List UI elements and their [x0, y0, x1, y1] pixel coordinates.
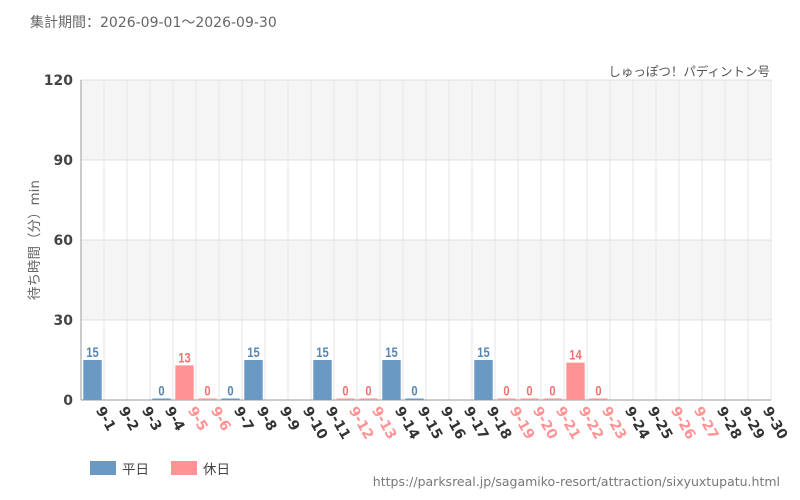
data-label-9-13: 0 [365, 383, 371, 398]
x-tick-label-9-9: 9-9 [276, 404, 303, 434]
data-label-9-22: 14 [569, 348, 581, 363]
y-tick-label: 30 [54, 313, 74, 329]
attraction-name: しゅっぽつ！パディントン号 [608, 64, 770, 79]
x-tick-label-9-1: 9-1 [92, 404, 119, 434]
y-tick-label: 0 [63, 393, 73, 409]
y-tick-label: 120 [44, 73, 73, 89]
data-label-9-18: 15 [477, 345, 489, 360]
data-label-9-23: 0 [595, 383, 601, 398]
data-label-9-19: 0 [503, 383, 509, 398]
x-tick-label-9-2: 9-2 [115, 404, 142, 434]
y-tick-label: 90 [54, 153, 74, 169]
bar-9-8 [244, 360, 263, 400]
bar-9-1 [83, 360, 102, 400]
data-label-9-8: 15 [247, 345, 259, 360]
data-label-9-7: 0 [227, 383, 233, 398]
legend-label-weekday: 平日 [122, 462, 149, 478]
period-label: 集計期間：2026-09-01～2026-09-30 [30, 15, 277, 31]
bar-9-12 [336, 398, 355, 400]
bar-9-4 [152, 398, 171, 400]
legend-item-holiday[interactable]: 休日 [171, 458, 230, 478]
bar-9-11 [313, 360, 332, 400]
data-label-9-11: 15 [316, 345, 328, 360]
bar-9-22 [566, 362, 585, 400]
x-tick-label-9-5: 9-5 [184, 404, 211, 434]
bar-9-13 [359, 398, 378, 400]
x-tick-label-9-7: 9-7 [230, 404, 257, 434]
data-label-9-5: 13 [178, 350, 190, 365]
data-label-9-21: 0 [549, 383, 555, 398]
data-label-9-15: 0 [411, 383, 417, 398]
data-label-9-14: 15 [385, 345, 397, 360]
legend: 平日 休日 [90, 458, 230, 478]
legend-swatch-weekday [90, 461, 116, 475]
data-label-9-20: 0 [526, 383, 532, 398]
x-tick-label-9-8: 9-8 [253, 404, 280, 434]
bar-9-19 [497, 398, 516, 400]
legend-swatch-holiday [171, 461, 197, 475]
source-url[interactable]: https://parksreal.jp/sagamiko-resort/att… [372, 474, 780, 489]
legend-label-holiday: 休日 [203, 462, 230, 478]
data-label-9-6: 0 [204, 383, 210, 398]
bar-9-7 [221, 398, 240, 400]
data-label-9-12: 0 [342, 383, 348, 398]
bar-9-23 [589, 398, 608, 400]
data-label-9-4: 0 [158, 383, 164, 398]
bar-9-18 [474, 360, 493, 400]
x-tick-label-9-3: 9-3 [138, 404, 165, 434]
bar-9-5 [175, 365, 194, 400]
bar-9-6 [198, 398, 217, 400]
data-label-9-1: 15 [86, 345, 98, 360]
bar-9-14 [382, 360, 401, 400]
x-tick-label-9-30: 9-30 [759, 404, 791, 443]
x-tick-label-9-4: 9-4 [161, 404, 188, 434]
bar-9-20 [520, 398, 539, 400]
x-tick-label-9-6: 9-6 [207, 404, 234, 434]
y-tick-label: 60 [54, 233, 74, 249]
bar-9-15 [405, 398, 424, 400]
legend-item-weekday[interactable]: 平日 [90, 458, 149, 478]
bar-9-21 [543, 398, 562, 400]
